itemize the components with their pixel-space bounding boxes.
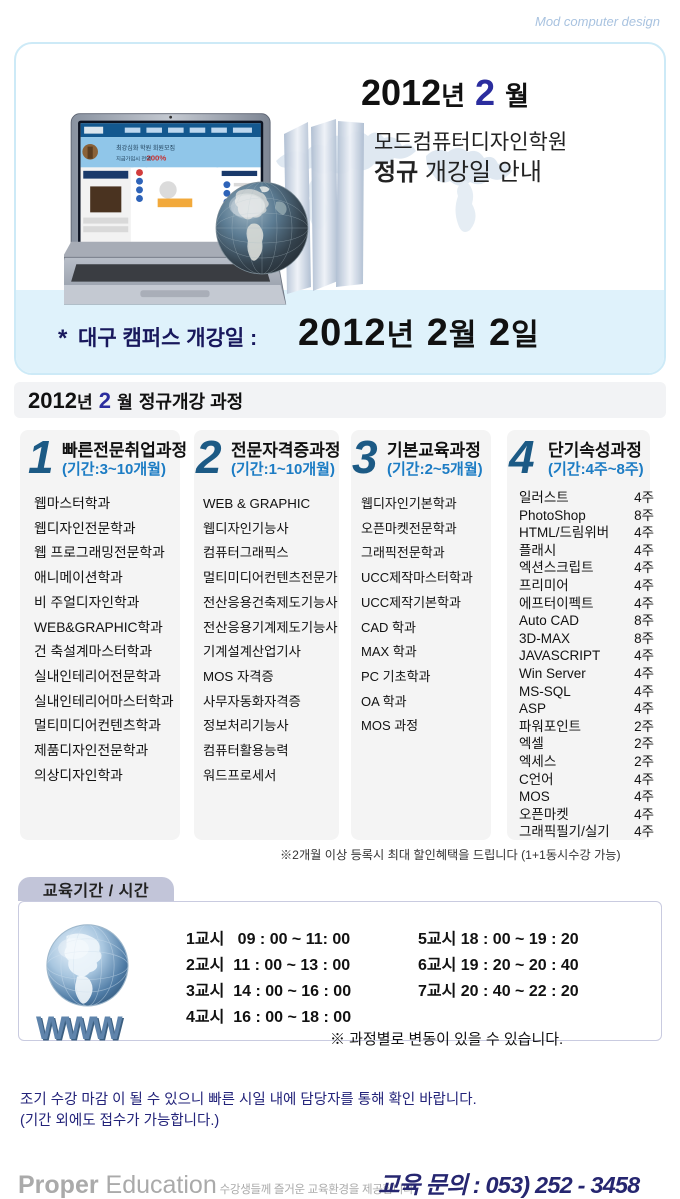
svg-text:지금가입시 전액: 지금가입시 전액 bbox=[116, 154, 151, 162]
svg-text:최강심화 학원 회원모집: 최강심화 학원 회원모집 bbox=[116, 144, 175, 152]
